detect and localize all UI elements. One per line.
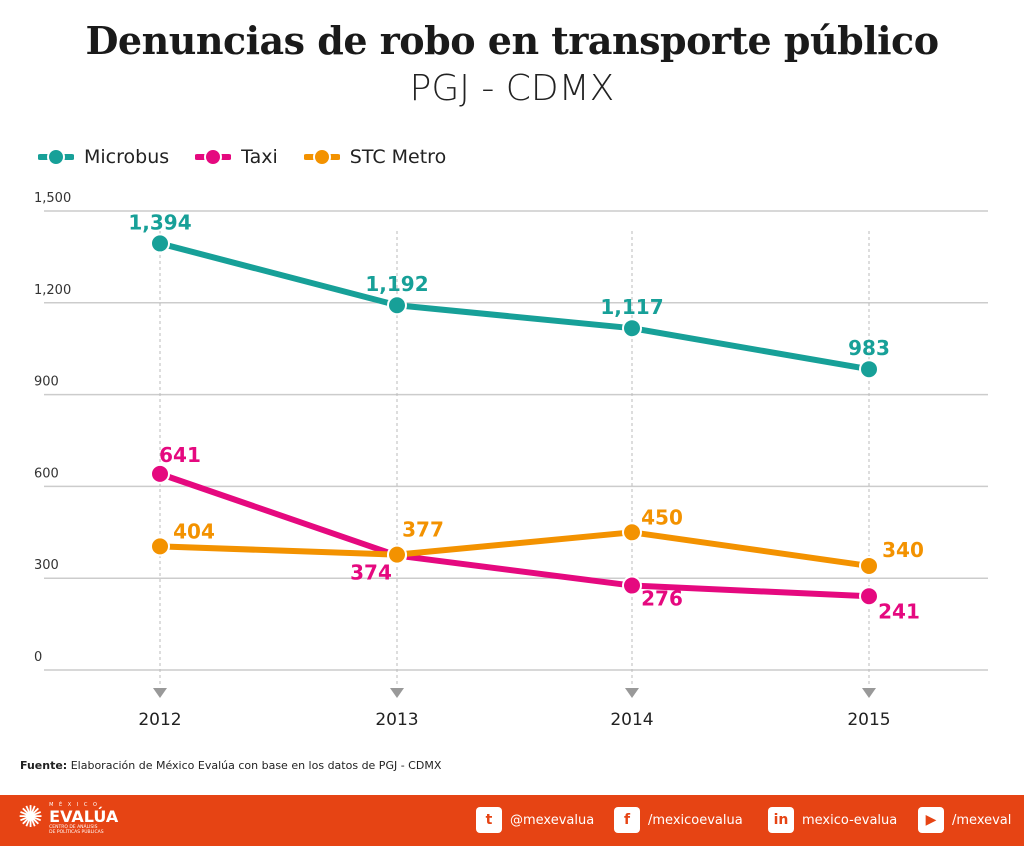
legend-item-stc-metro: STC Metro bbox=[303, 146, 447, 168]
data-point bbox=[150, 536, 170, 557]
footer: ✺ M É X I C O EVALÚA CENTRO DE ANÁLISIS … bbox=[0, 795, 1024, 846]
x-tick-label: 2015 bbox=[847, 710, 890, 730]
data-label: 374 bbox=[350, 561, 392, 585]
data-label: 404 bbox=[173, 519, 215, 543]
legend-label: Microbus bbox=[84, 146, 170, 168]
data-label: 377 bbox=[402, 518, 444, 542]
data-point bbox=[859, 586, 879, 607]
y-tick-label: 1,500 bbox=[34, 191, 71, 206]
series-line-stc-metro bbox=[159, 529, 870, 569]
y-tick-label: 0 bbox=[34, 650, 42, 665]
facebook-link[interactable]: f/mexicoevalua bbox=[614, 807, 743, 833]
chart-title: Denuncias de robo en transporte público bbox=[85, 18, 939, 63]
x-tick-arrow-icon bbox=[390, 688, 404, 698]
y-tick-label: 1,200 bbox=[34, 283, 71, 298]
linkedin-label: mexico-evalua bbox=[802, 812, 898, 828]
youtube-icon: ▶ bbox=[918, 807, 944, 833]
source-text: Elaboración de México Evalúa con base en… bbox=[67, 759, 442, 772]
data-label: 1,192 bbox=[365, 272, 428, 296]
legend-label: STC Metro bbox=[349, 146, 447, 168]
youtube-label: /mexeval bbox=[952, 812, 1012, 828]
data-point bbox=[387, 295, 407, 316]
legend-item-taxi: Taxi bbox=[195, 146, 278, 168]
y-tick-label: 600 bbox=[34, 466, 59, 481]
source-label: Fuente: bbox=[20, 759, 68, 772]
logo-top: M É X I C O bbox=[49, 802, 99, 808]
line-chart: 0 300 600 900 1,200 1,500 2012 2013 2014 2015 1,39… bbox=[34, 191, 988, 730]
x-tick-label: 2014 bbox=[610, 710, 653, 730]
data-point bbox=[387, 544, 407, 565]
legend-item-microbus: Microbus bbox=[38, 146, 169, 168]
series-line-taxi bbox=[159, 471, 870, 600]
logo-sub1: CENTRO DE ANÁLISIS bbox=[49, 825, 98, 830]
data-label: 450 bbox=[641, 505, 683, 529]
data-label: 340 bbox=[882, 538, 924, 562]
data-point bbox=[622, 318, 642, 339]
logo-sub2: DE POLÍTICAS PÚBLICAS bbox=[49, 830, 104, 835]
x-tick-label: 2013 bbox=[375, 710, 418, 730]
facebook-icon: f bbox=[614, 807, 640, 833]
series-line-microbus bbox=[159, 240, 870, 373]
star-logo-icon: ✺ bbox=[18, 800, 44, 835]
youtube-link[interactable]: ▶ /mexeval bbox=[918, 807, 1011, 833]
x-tick-arrow-icon bbox=[153, 688, 167, 698]
legend-marker-taxi bbox=[195, 148, 232, 166]
data-label: 641 bbox=[159, 443, 201, 467]
twitter-link[interactable]: t @mexevalua bbox=[476, 807, 594, 833]
data-label: 983 bbox=[848, 336, 890, 360]
y-tick-label: 300 bbox=[34, 558, 59, 573]
x-tick-label: 2012 bbox=[138, 710, 181, 730]
data-label: 276 bbox=[641, 587, 683, 611]
data-point bbox=[859, 359, 879, 380]
data-label: 1,394 bbox=[128, 210, 191, 234]
legend: Microbus Taxi STC Metro bbox=[38, 146, 446, 168]
data-point bbox=[150, 233, 170, 254]
source-note: Fuente: Elaboración de México Evalúa con… bbox=[20, 759, 441, 772]
facebook-label: /mexicoevalua bbox=[648, 812, 743, 828]
chart-subtitle: PGJ - CDMX bbox=[409, 68, 615, 109]
mexico-evalua-logo: ✺ M É X I C O EVALÚA CENTRO DE ANÁLISIS … bbox=[18, 801, 118, 835]
logo-name: EVALÚA bbox=[49, 807, 119, 826]
x-tick-arrow-icon bbox=[862, 688, 876, 698]
twitter-label: @mexevalua bbox=[510, 812, 595, 828]
data-point bbox=[150, 463, 170, 484]
legend-label: Taxi bbox=[241, 146, 278, 168]
y-tick-label: 900 bbox=[34, 375, 59, 390]
legend-marker-microbus bbox=[38, 148, 74, 166]
twitter-icon: t bbox=[476, 807, 502, 833]
data-point bbox=[859, 555, 879, 576]
linkedin-link[interactable]: in mexico-evalua bbox=[768, 807, 897, 833]
linkedin-icon: in bbox=[768, 807, 794, 833]
data-point bbox=[622, 575, 642, 596]
data-label: 1,117 bbox=[600, 295, 663, 319]
data-label: 241 bbox=[878, 599, 920, 623]
data-point bbox=[622, 522, 642, 543]
legend-marker-stc-metro bbox=[303, 148, 340, 166]
x-tick-arrow-icon bbox=[625, 688, 639, 698]
